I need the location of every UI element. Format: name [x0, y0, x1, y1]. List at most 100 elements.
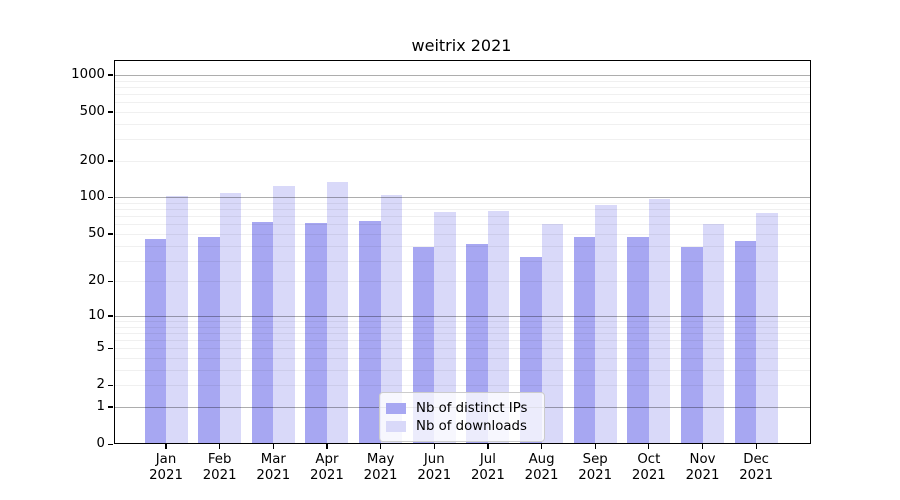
bar-downloads-oct	[648, 198, 671, 444]
y-tick-label-20: 20	[88, 273, 105, 289]
y-tick-mark	[108, 406, 113, 408]
y-tick-label-50: 50	[88, 225, 105, 241]
x-tick-mark	[165, 444, 167, 449]
y-tick-label-1: 1	[96, 398, 105, 414]
month-label: Sep	[582, 452, 608, 467]
chart-title: weitrix 2021	[411, 36, 512, 55]
y-tick-label-10: 10	[88, 307, 105, 323]
x-tick-label-nov: Nov 2021	[673, 452, 733, 483]
x-tick-label-aug: Aug 2021	[512, 452, 572, 483]
x-tick-label-feb: Feb 2021	[190, 452, 250, 483]
bar-downloads-jul	[487, 211, 510, 444]
x-tick-mark	[326, 444, 328, 449]
year-label: 2021	[363, 467, 398, 483]
x-tick-label-dec: Dec 2021	[726, 452, 786, 483]
month-label: Jul	[479, 452, 496, 467]
legend-row: Nb of downloads	[386, 418, 537, 434]
x-tick-mark	[219, 444, 221, 449]
year-label: 2021	[739, 467, 774, 483]
bar-distinct-ips-oct	[627, 237, 649, 444]
y-tick-mark	[108, 233, 113, 235]
y-tick-mark	[108, 347, 113, 350]
y-tick-mark	[108, 111, 113, 113]
year-label: 2021	[256, 467, 291, 483]
x-tick-label-jul: Jul 2021	[458, 452, 518, 483]
year-label: 2021	[310, 467, 344, 483]
y-tick-mark	[108, 74, 113, 76]
y-tick-label-5: 5	[96, 340, 105, 356]
downloads-swatch-icon	[386, 420, 406, 432]
x-tick-label-apr: Apr 2021	[297, 452, 357, 483]
bar-distinct-ips-dec	[734, 240, 757, 444]
bar-downloads-dec	[756, 213, 778, 444]
bar-downloads-jun	[434, 211, 456, 444]
year-label: 2021	[685, 467, 720, 483]
bar-distinct-ips-feb	[198, 237, 220, 444]
month-label: Mar	[260, 452, 286, 467]
y-tick-label-1000: 1000	[71, 66, 105, 82]
y-tick-label-2: 2	[96, 377, 105, 393]
y-tick-mark	[108, 160, 113, 162]
bar-downloads-jan	[166, 195, 188, 444]
x-tick-mark	[433, 444, 435, 449]
x-tick-label-jun: Jun 2021	[404, 452, 464, 483]
x-tick-label-jan: Jan 2021	[136, 452, 196, 483]
month-label: Nov	[689, 452, 716, 467]
bar-distinct-ips-sep	[573, 237, 596, 444]
month-label: Feb	[207, 452, 232, 467]
year-label: 2021	[417, 467, 452, 483]
x-tick-mark	[701, 444, 704, 449]
y-tick-label-500: 500	[79, 103, 105, 119]
bar-downloads-sep	[595, 205, 617, 444]
x-tick-label-oct: Oct 2021	[619, 452, 679, 483]
x-tick-label-may: May 2021	[351, 452, 411, 483]
bar-distinct-ips-jan	[144, 239, 166, 444]
bar-distinct-ips-nov	[681, 246, 703, 444]
x-tick-label-sep: Sep 2021	[565, 452, 625, 483]
x-tick-mark	[540, 444, 543, 449]
month-label: Jun	[423, 452, 445, 467]
x-tick-mark	[487, 444, 489, 449]
bar-distinct-ips-mar	[251, 221, 274, 444]
bar-downloads-aug	[541, 224, 564, 444]
y-tick-label-100: 100	[79, 189, 105, 205]
x-tick-mark	[379, 444, 382, 449]
x-tick-mark	[755, 444, 757, 449]
year-label: 2021	[578, 467, 613, 483]
plot-area	[113, 60, 811, 444]
bar-downloads-may	[380, 194, 403, 444]
bar-downloads-nov	[702, 224, 724, 444]
distinct-ips-swatch-icon	[386, 402, 406, 414]
y-tick-mark	[108, 280, 113, 283]
x-tick-mark	[272, 444, 274, 449]
x-tick-mark	[594, 444, 596, 449]
year-label: 2021	[524, 467, 559, 483]
bar-downloads-feb	[219, 193, 242, 444]
bar-distinct-ips-may	[359, 221, 381, 444]
y-tick-mark	[108, 196, 113, 199]
legend-label: Nb of downloads	[416, 418, 527, 434]
month-label: Jan	[155, 452, 177, 467]
bar-distinct-ips-apr	[305, 222, 327, 444]
month-label: Dec	[743, 452, 769, 467]
y-tick-label-0: 0	[96, 436, 105, 451]
year-label: 2021	[470, 467, 505, 483]
month-label: Aug	[528, 452, 555, 467]
year-label: 2021	[149, 467, 183, 483]
bar-downloads-mar	[273, 186, 295, 444]
y-tick-mark	[108, 384, 113, 387]
month-label: Apr	[315, 452, 339, 467]
bar-downloads-apr	[326, 181, 349, 444]
legend-label: Nb of distinct IPs	[416, 400, 528, 416]
y-tick-label-200: 200	[79, 152, 105, 168]
y-tick-mark	[108, 443, 113, 445]
bars-layer	[114, 60, 811, 444]
year-label: 2021	[631, 467, 666, 483]
x-tick-label-mar: Mar 2021	[243, 452, 303, 483]
month-label: May	[366, 452, 395, 467]
x-tick-mark	[648, 444, 650, 449]
y-tick-mark	[108, 315, 113, 317]
legend: Nb of distinct IPs Nb of downloads	[379, 392, 545, 442]
year-label: 2021	[202, 467, 237, 483]
